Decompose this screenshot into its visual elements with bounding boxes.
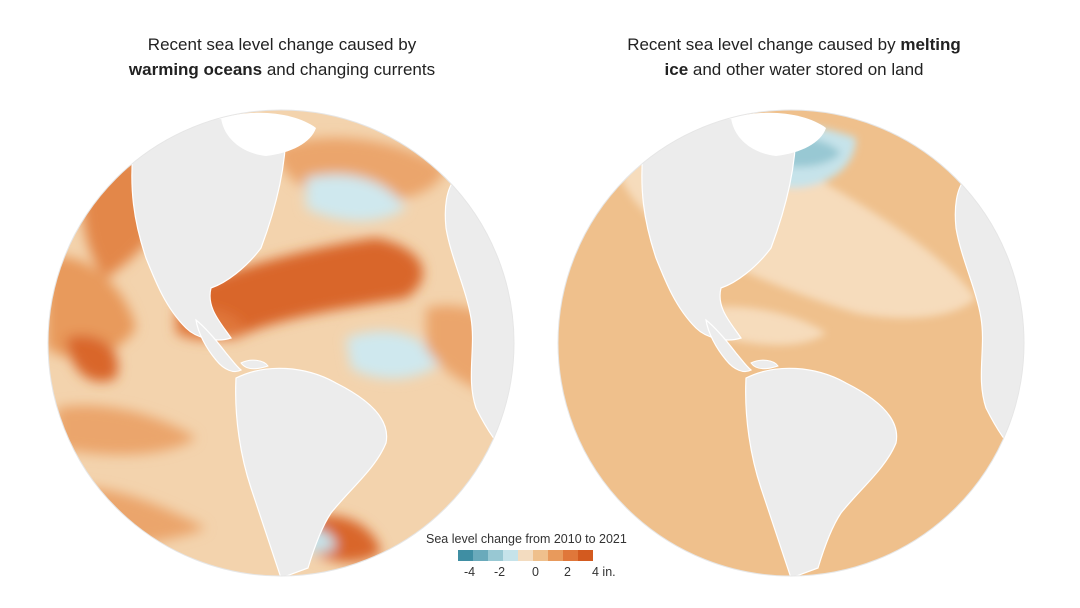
legend-tick-label: 0 xyxy=(532,565,539,579)
globe-outline xyxy=(557,109,1025,577)
legend-swatch xyxy=(563,550,578,561)
legend-tick-label: -2 xyxy=(494,565,506,579)
south-america-land xyxy=(235,367,388,576)
legend-swatch xyxy=(473,550,488,561)
right-title-text-end: and other water stored on land xyxy=(688,60,924,79)
legend-swatch xyxy=(518,550,533,561)
globe-warming-oceans xyxy=(47,109,515,577)
left-title-text: Recent sea level change caused by xyxy=(147,35,417,54)
south-america-land xyxy=(745,367,898,576)
right-map-title: Recent sea level change caused by meltin… xyxy=(624,32,964,82)
globe-outline xyxy=(47,109,515,577)
left-map-title: Recent sea level change caused by warmin… xyxy=(112,32,452,82)
right-title-bold: melting ice xyxy=(664,35,961,79)
legend-title: Sea level change from 2010 to 2021 xyxy=(426,532,627,546)
left-title-text-end: and changing currents xyxy=(262,60,436,79)
legend-tick-label: -4 xyxy=(464,565,476,579)
legend-swatch xyxy=(488,550,503,561)
right-title-text: Recent sea level change caused by xyxy=(627,35,901,54)
greenland-ice xyxy=(731,112,826,156)
legend-swatch xyxy=(503,550,518,561)
caribbean-islands xyxy=(750,359,779,370)
caribbean-islands xyxy=(240,359,269,370)
legend-swatch xyxy=(533,550,548,561)
legend-ticks: -4 -2 0 2 4 in. xyxy=(420,565,660,581)
legend-color-scale xyxy=(458,550,593,561)
central-america-land xyxy=(705,318,753,373)
greenland-ice xyxy=(221,112,316,156)
legend-tick-label: 4 in. xyxy=(592,565,616,579)
legend-swatch xyxy=(458,550,473,561)
globe-melting-ice xyxy=(557,109,1025,577)
legend-swatch xyxy=(548,550,563,561)
legend-swatch xyxy=(578,550,593,561)
central-america-land xyxy=(195,318,243,373)
left-title-bold: warming oceans xyxy=(128,60,263,79)
legend-tick-label: 2 xyxy=(564,565,571,579)
